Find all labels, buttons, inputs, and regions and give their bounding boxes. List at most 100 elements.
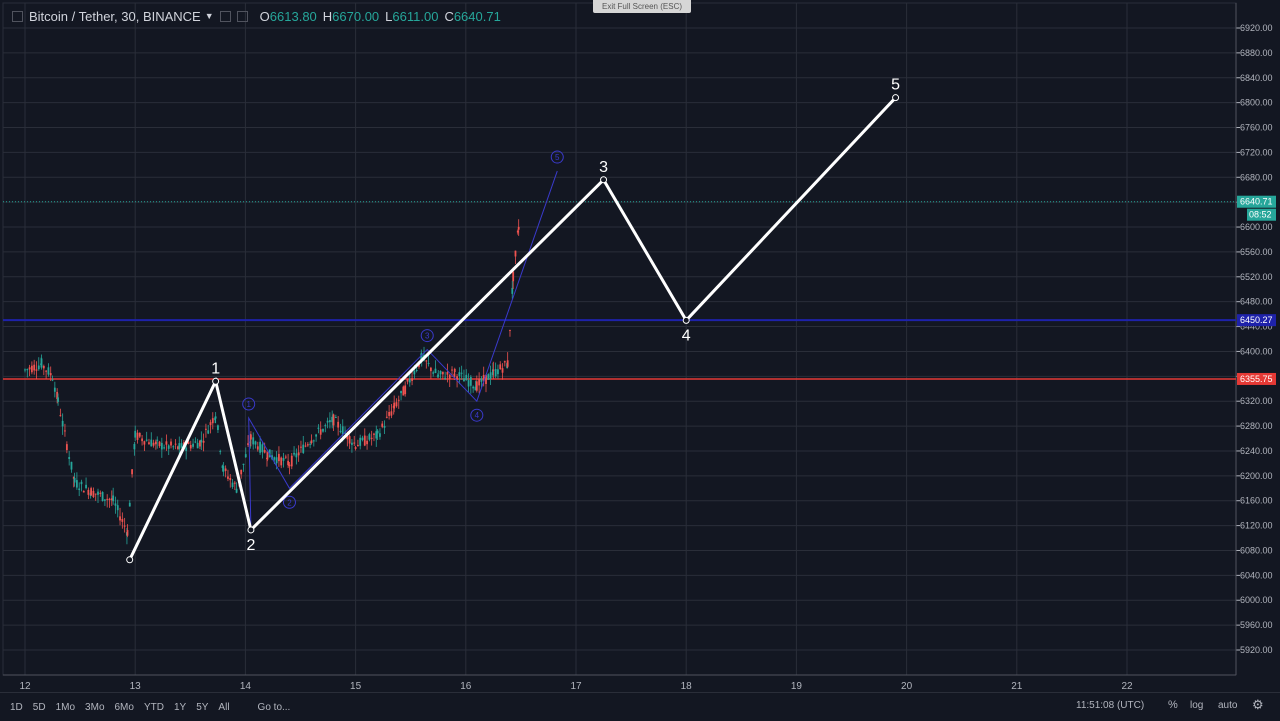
hide-square-icon[interactable] [236, 10, 248, 22]
candle-body [322, 428, 324, 432]
wave-point[interactable] [892, 94, 900, 102]
candle-body [458, 372, 461, 377]
candle-body [404, 385, 407, 395]
auto-toggle[interactable]: auto [1218, 700, 1238, 711]
clock: 11:51:08 (UTC) [1076, 700, 1145, 711]
wave-point[interactable] [682, 316, 690, 324]
sub-wave-label: 4 [475, 411, 480, 420]
percent-toggle[interactable]: % [1168, 699, 1178, 711]
candle-body [49, 373, 52, 376]
candle-body [73, 477, 76, 483]
candle-body [205, 428, 207, 430]
candle-body [293, 452, 295, 455]
candle-body [235, 488, 238, 493]
candle-body [337, 421, 340, 428]
candle-body [242, 463, 245, 465]
candle-body [315, 434, 318, 437]
elliott-wave-line[interactable] [128, 96, 897, 561]
candle-body [78, 488, 81, 490]
candle-body [259, 441, 261, 453]
range-1d[interactable]: 1D [10, 701, 23, 713]
time-tick-label: 21 [1011, 681, 1023, 692]
price-tick-label: 5920.00 [1240, 645, 1273, 655]
candle-body [92, 490, 95, 497]
log-toggle[interactable]: log [1190, 700, 1204, 711]
range-6mo[interactable]: 6Mo [114, 701, 134, 713]
candle-body [456, 376, 458, 380]
square-icon [12, 10, 23, 22]
price-tick-label: 6800.00 [1240, 98, 1273, 108]
wave-point[interactable] [212, 377, 220, 385]
goto-button[interactable]: Go to... [257, 701, 291, 713]
candle-body [359, 437, 362, 446]
candle-body [334, 417, 337, 419]
candle-body [306, 444, 309, 446]
range-5d[interactable]: 5D [32, 701, 46, 713]
candle-body [379, 433, 381, 437]
price-tick-label: 6200.00 [1240, 471, 1273, 481]
candle-body [385, 416, 388, 418]
wave-point[interactable] [600, 176, 608, 184]
candle-body [453, 368, 456, 373]
settings-square-icon[interactable] [219, 10, 231, 22]
candle-body [80, 481, 83, 485]
candle-body [209, 422, 212, 426]
range-3mo[interactable]: 3Mo [85, 701, 105, 713]
candle-body [348, 436, 351, 444]
candle-body [165, 441, 168, 445]
candle-body [273, 457, 276, 460]
candle-body [108, 498, 111, 501]
candle-body [480, 378, 483, 382]
candle-body [112, 495, 115, 502]
candle-body [516, 230, 519, 233]
candle-body [469, 377, 472, 386]
price-chart[interactable]: 6920.00 6880.00 6840.00 6800.00 6760.00 6720.… [0, 0, 1280, 692]
price-tick-label: 6080.00 [1240, 545, 1273, 555]
high-value: H6670.00 [322, 8, 380, 24]
candle-body [494, 368, 497, 377]
range-1y[interactable]: 1Y [173, 701, 187, 713]
countdown-badge-bg [1247, 208, 1276, 221]
candle-body [163, 447, 166, 449]
price-tick-label: 6000.00 [1240, 595, 1273, 605]
candle-body [70, 461, 73, 470]
range-ytd[interactable]: YTD [143, 701, 164, 713]
wave-point[interactable] [247, 526, 255, 534]
candle-body [114, 503, 117, 506]
candle-body [199, 440, 201, 447]
symbol-title[interactable]: Bitcoin / Tether, 30, BINANCE [29, 8, 201, 24]
candle-body [441, 371, 444, 375]
wave-point[interactable] [126, 556, 134, 564]
sub-wave-marker [242, 397, 256, 411]
candle-body [250, 434, 252, 440]
candle-body [65, 444, 68, 451]
candle-body [432, 372, 435, 374]
sub-wave-line[interactable] [248, 170, 558, 530]
candle-body [28, 367, 31, 370]
price-tick-label: 6880.00 [1240, 48, 1273, 58]
candle-body [503, 361, 506, 363]
candle-body [154, 441, 157, 445]
candle-body [420, 355, 423, 358]
candle-body [375, 431, 378, 439]
gear-icon[interactable]: ⚙ [1252, 697, 1264, 712]
candle-body [45, 370, 48, 372]
candle-body [460, 372, 463, 374]
candle-body [497, 369, 499, 375]
range-all[interactable]: All [218, 701, 230, 713]
range-5y[interactable]: 5Y [196, 701, 209, 713]
candle-body [136, 432, 139, 440]
candle-body [491, 369, 494, 376]
exit-fullscreen-button[interactable]: Exit Full Screen (ESC) [593, 0, 691, 13]
candle-body [40, 358, 43, 368]
candle-body [131, 469, 133, 475]
candle-body [465, 374, 468, 381]
sub-wave-label: 3 [425, 332, 430, 341]
candle-body [172, 446, 175, 448]
candle-body [219, 450, 222, 452]
range-1mo[interactable]: 1Mo [55, 701, 76, 713]
candle-body [295, 453, 298, 458]
caret-down-icon[interactable]: ▼ [204, 11, 214, 21]
ohlc-values: O6613.80 H6670.00 L6611.00 C6640.71 [260, 9, 501, 24]
